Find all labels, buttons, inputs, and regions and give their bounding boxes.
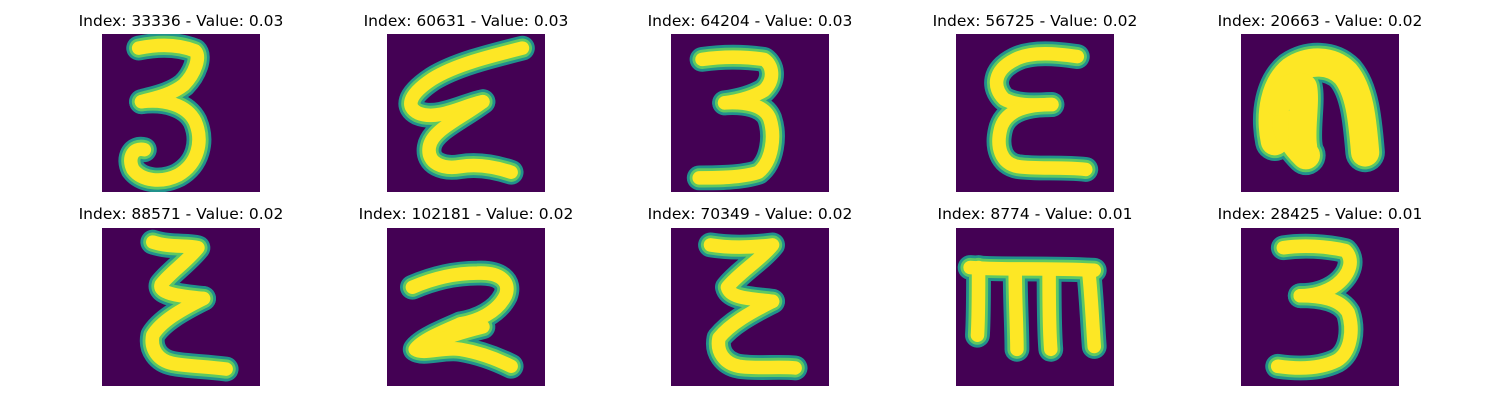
character-glyph <box>102 34 260 192</box>
panel-title: Index: 33336 - Value: 0.03 <box>78 12 284 30</box>
panel-title: Index: 20663 - Value: 0.02 <box>1217 12 1423 30</box>
character-image <box>1241 228 1399 386</box>
panel-title: Index: 56725 - Value: 0.02 <box>932 12 1138 30</box>
panel-title: Index: 88571 - Value: 0.02 <box>78 205 284 223</box>
panel-title: Index: 64204 - Value: 0.03 <box>647 12 853 30</box>
character-glyph <box>387 228 545 386</box>
glyph-stroke <box>1270 288 1358 375</box>
glyph-stroke <box>1263 72 1318 161</box>
character-glyph <box>1241 228 1399 386</box>
character-glyph <box>102 228 260 386</box>
character-glyph <box>956 34 1114 192</box>
glyph-stroke <box>1042 266 1058 357</box>
character-image <box>1241 34 1399 192</box>
glyph-stroke <box>970 260 986 342</box>
panel-title: Index: 28425 - Value: 0.01 <box>1217 205 1423 223</box>
character-glyph <box>387 34 545 192</box>
glyph-stroke <box>425 319 490 351</box>
glyph-stroke <box>422 94 518 180</box>
character-image <box>387 34 545 192</box>
character-glyph <box>671 228 829 386</box>
character-glyph <box>1241 34 1399 192</box>
character-glyph <box>956 228 1114 386</box>
glyph-stroke <box>963 260 1102 278</box>
character-image <box>956 34 1114 192</box>
character-image <box>102 228 260 386</box>
panel-title: Index: 70349 - Value: 0.02 <box>647 205 853 223</box>
glyph-stroke <box>711 294 802 375</box>
glyph-stroke <box>124 94 206 187</box>
glyph-stroke <box>405 266 514 331</box>
character-image <box>956 228 1114 386</box>
character-image <box>671 34 829 192</box>
glyph-stroke <box>703 238 780 309</box>
character-image <box>387 228 545 386</box>
glyph-stroke <box>692 95 780 185</box>
character-image <box>102 34 260 192</box>
glyph-stroke <box>1008 266 1024 357</box>
character-glyph <box>671 34 829 192</box>
glyph-stroke <box>146 235 211 306</box>
glyph-stroke <box>1081 263 1102 354</box>
glyph-stroke <box>145 291 233 376</box>
panel-title: Index: 60631 - Value: 0.03 <box>363 12 569 30</box>
glyph-stroke <box>404 41 530 123</box>
panel-title: Index: 102181 - Value: 0.02 <box>358 205 574 223</box>
panel-title: Index: 8774 - Value: 0.01 <box>937 205 1133 223</box>
glyph-stroke <box>992 97 1093 177</box>
character-image <box>671 228 829 386</box>
